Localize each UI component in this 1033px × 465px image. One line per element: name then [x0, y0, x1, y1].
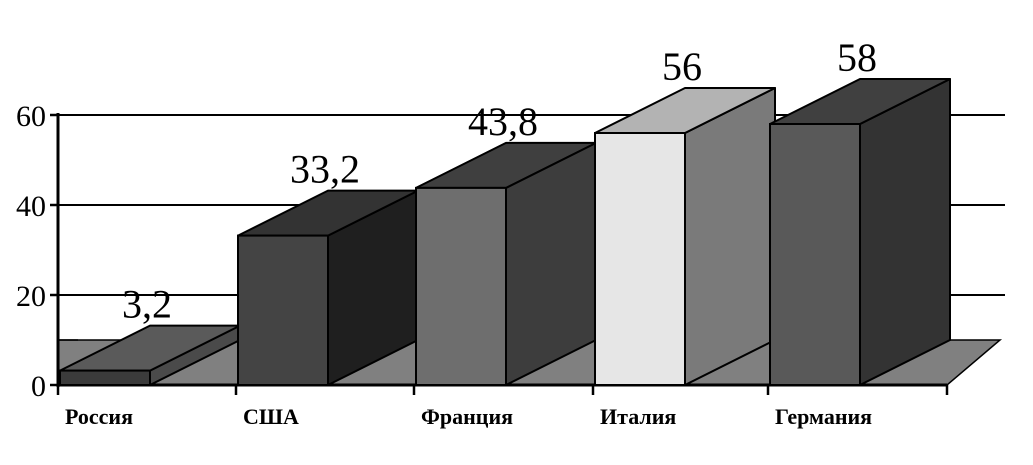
data-label: 43,8 — [468, 99, 538, 144]
category-label: Италия — [600, 404, 676, 429]
data-label: 56 — [662, 44, 702, 89]
category-label: США — [243, 404, 299, 429]
category-label: Германия — [775, 404, 872, 429]
bar-side-face — [684, 87, 776, 386]
bar-front-face — [59, 369, 151, 387]
category-label: Россия — [65, 404, 133, 429]
bar-2 — [237, 189, 419, 386]
bar-front-face — [769, 123, 861, 386]
bar-4 — [594, 87, 776, 386]
bar-front-face — [237, 234, 329, 386]
y-tick-label: 40 — [16, 190, 46, 223]
y-tick-label: 60 — [16, 100, 46, 133]
data-label: 33,2 — [290, 147, 360, 192]
data-label: 3,2 — [122, 282, 172, 327]
bar-1 — [59, 324, 241, 387]
labels: 3,2 Россия 33,2 США 43,8 Франция 56 Италия 58 Гер… — [65, 35, 877, 429]
y-tick-label: 0 — [31, 370, 46, 403]
bar-5 — [769, 78, 951, 386]
category-label: Франция — [421, 404, 513, 429]
bar-front-face — [594, 132, 686, 386]
bar-side-face — [859, 78, 951, 386]
y-tick-label: 20 — [16, 280, 46, 313]
bars — [59, 78, 951, 387]
bar-front-face — [415, 186, 507, 386]
bar-3 — [415, 141, 597, 386]
data-label: 58 — [837, 35, 877, 80]
